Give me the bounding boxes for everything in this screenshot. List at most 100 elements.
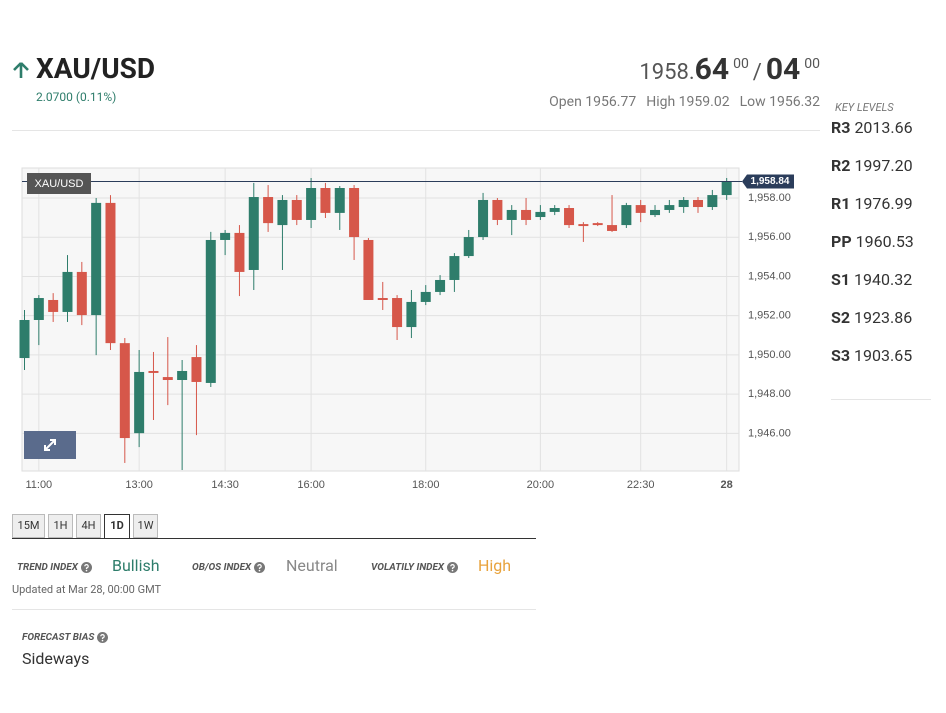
candle-body [721, 181, 732, 196]
timeframe-button[interactable]: 1D [104, 514, 130, 539]
help-icon-dot [451, 569, 454, 572]
candle-body [664, 205, 675, 210]
key-level: R3 2013.66 [831, 118, 913, 137]
y-tick-label: 1,956.00 [748, 231, 791, 243]
help-icon-mark [257, 564, 262, 569]
key-level-name: R2 [831, 156, 851, 175]
candle-body [435, 279, 446, 292]
key-level-name: R3 [831, 118, 851, 137]
key-level: S3 1903.65 [831, 346, 912, 365]
bid-small: 00 [733, 56, 749, 72]
ask-small: 00 [804, 56, 820, 72]
key-level-name: S2 [831, 308, 851, 327]
index-label-text: TREND INDEX [17, 562, 78, 574]
stat-label: High [646, 94, 676, 110]
change: 2.0700 (0.11%) [36, 90, 117, 104]
candle-body [91, 202, 102, 316]
index-label-text: VOLATILY INDEX [371, 562, 445, 574]
expand-button[interactable] [24, 431, 76, 459]
forecast-label-text: FORECAST BIAS [22, 632, 95, 644]
index-value: High [478, 556, 512, 575]
candle-body [277, 199, 288, 226]
y-tick-label: 1,948.00 [748, 388, 791, 400]
timeframe-button[interactable]: 1H [48, 514, 73, 538]
candle-body [76, 271, 87, 316]
x-tick-label: 11:00 [25, 479, 52, 491]
candle-body [678, 199, 689, 208]
candle-body [463, 237, 474, 257]
candle-body [592, 223, 603, 226]
key-level: S2 1923.86 [831, 308, 912, 327]
divider [12, 609, 536, 610]
key-level: S1 1940.32 [831, 270, 912, 289]
x-tick-label: 16:00 [297, 479, 325, 491]
key-level: PP 1960.53 [831, 232, 914, 251]
x-tick-label: 18:00 [412, 479, 440, 491]
index-label: OB/OS INDEX [192, 562, 266, 574]
index-value: Bullish [112, 556, 160, 575]
stat-value: 1956.77 [585, 94, 637, 110]
index-label-text: OB/OS INDEX [192, 562, 252, 574]
candle-body [220, 232, 231, 240]
ask-big: 04 [765, 52, 801, 87]
stat-value: 1959.02 [678, 94, 730, 110]
key-level: R1 1976.99 [831, 194, 913, 213]
key-levels-title: KEY LEVELS [835, 101, 894, 114]
candle-body [564, 208, 575, 226]
expand-icon [44, 439, 56, 451]
symbol-tag-label: XAU/USD [35, 178, 84, 190]
candle-body [406, 301, 417, 328]
help-icon-dot [85, 569, 88, 572]
x-tick-label: 28 [721, 479, 733, 491]
key-level-value: 1923.86 [854, 308, 913, 327]
candle-body [478, 199, 489, 238]
candle-body [134, 371, 145, 434]
candle-body [535, 211, 546, 218]
y-tick-label: 1,950.00 [748, 349, 791, 361]
candle-body [349, 188, 360, 238]
key-level-value: 1903.65 [854, 346, 913, 365]
stat-label: Low [739, 94, 766, 110]
help-icon-mark [84, 564, 89, 569]
y-tick-label: 1,946.00 [748, 427, 791, 439]
help-icon-dot [258, 569, 261, 572]
candle-body [177, 370, 188, 381]
timeframe-button[interactable]: 15M [12, 514, 45, 538]
candle-body [33, 298, 44, 320]
candle-body [578, 224, 589, 227]
candle-body [248, 197, 259, 270]
price-separator: / [752, 60, 762, 85]
candle-body [635, 205, 646, 213]
last-price-label: 1,958.84 [751, 176, 790, 187]
x-tick-label: 20:00 [527, 479, 555, 491]
help-icon [80, 562, 92, 573]
candle-body [693, 199, 704, 208]
y-tick-label: 1,958.00 [748, 192, 791, 204]
candle-body [263, 197, 274, 224]
candle-body [62, 271, 73, 312]
key-level: R2 1997.20 [831, 156, 913, 175]
x-tick-label: 22:30 [627, 479, 655, 491]
key-level-value: 1940.32 [854, 270, 913, 289]
candle-body [650, 209, 661, 216]
symbol: XAU/USD [36, 52, 156, 85]
index-label: VOLATILY INDEX [371, 562, 459, 574]
candle-body [105, 202, 116, 344]
candle-body [19, 319, 30, 359]
candle-body [162, 377, 173, 381]
divider [831, 399, 931, 400]
stat-label: Open [549, 94, 582, 110]
x-tick-label: 13:00 [125, 479, 153, 491]
timeframe-button[interactable]: 1W [133, 514, 158, 538]
timeframe-button[interactable]: 4H [76, 514, 101, 538]
candle-body [492, 199, 503, 220]
candle-body [420, 291, 431, 302]
candle-body [521, 209, 532, 220]
index-value: Neutral [286, 556, 338, 575]
candle-body [392, 298, 403, 328]
candle-body [363, 239, 374, 300]
y-tick-label: 1,954.00 [748, 270, 791, 282]
candle-body [506, 209, 517, 220]
up-arrow-icon [13, 62, 29, 78]
